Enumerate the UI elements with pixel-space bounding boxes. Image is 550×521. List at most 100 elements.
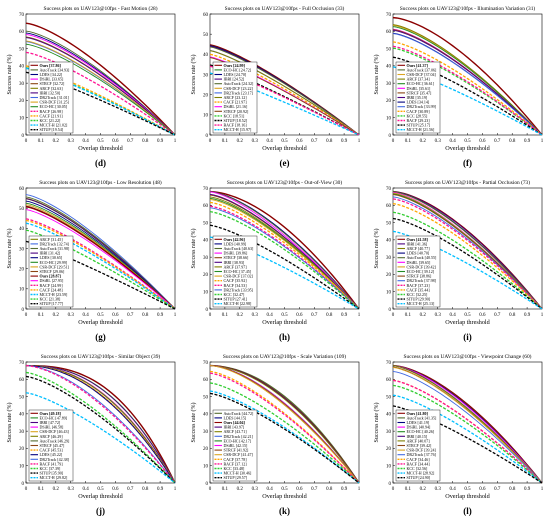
legend-box xyxy=(28,61,74,134)
series-line xyxy=(25,375,176,484)
series-line xyxy=(392,364,543,484)
series-line xyxy=(392,33,543,136)
series-line xyxy=(392,194,543,310)
legend-entry: IBRI [41.36] xyxy=(407,241,428,246)
series-line xyxy=(25,222,176,310)
legend-entry: SITUP [29.90] xyxy=(407,297,431,302)
y-tick-label: 10 xyxy=(203,291,209,296)
x-tick-label: 0.4 xyxy=(82,139,89,144)
y-tick-label: 60 xyxy=(19,378,25,383)
x-tick-label: 0.7 xyxy=(494,487,501,492)
legend-entry: ECO-HC [40.26] xyxy=(407,429,435,434)
series-line xyxy=(209,191,360,310)
legend-entry: Ours [41.80] xyxy=(407,411,429,416)
x-tick-label: 0.5 xyxy=(281,313,288,318)
legend-entry: STRCF [32.72] xyxy=(40,81,66,86)
x-axis-label: Overlap threshold xyxy=(78,145,123,152)
y-tick-label: 0 xyxy=(22,134,25,139)
panel-label: (h) xyxy=(279,332,290,342)
legend-entry: MCCT-H [25.13] xyxy=(407,301,436,306)
legend-entry: AutoTrack [41.35] xyxy=(407,415,438,420)
legend-entry: STRCF [39.42] xyxy=(407,443,433,448)
legend-entry: CSR-DCF [31.25] xyxy=(40,100,70,105)
y-tick-label: 60 xyxy=(386,378,392,383)
legend-entry: KCC [21.22] xyxy=(40,118,62,123)
x-tick-label: 0.8 xyxy=(509,139,516,144)
series-line xyxy=(25,34,176,136)
legend-entry: DSiRL [42.15] xyxy=(224,443,249,448)
legend-entry: ECO-HC [29.99] xyxy=(40,260,68,265)
y-tick-label: 20 xyxy=(19,99,25,104)
x-tick-label: 0.3 xyxy=(435,487,442,492)
chart-title: Success plots on UAV123@10fps - Similar … xyxy=(41,353,161,360)
x-tick-label: 0.4 xyxy=(266,313,273,318)
x-tick-label: 0.8 xyxy=(326,139,333,144)
legend-entry: CSR-DCF [37.04] xyxy=(407,72,437,77)
y-tick-label: 0 xyxy=(206,308,209,313)
legend-entry: IBRI [31.42] xyxy=(40,251,61,256)
y-tick-label: 20 xyxy=(203,273,209,278)
legend-entry: BACF [34.44] xyxy=(407,461,431,466)
panel-label: (e) xyxy=(279,158,290,168)
series-line xyxy=(25,67,176,136)
legend-entry: CSR-DCF [37.02] xyxy=(224,274,254,279)
legend-entry: CSR-DCF [39.24] xyxy=(407,448,437,453)
y-tick-label: 70 xyxy=(19,13,25,18)
x-tick-label: 0.1 xyxy=(38,487,45,492)
legend-entry: ECO-HC [36.61] xyxy=(407,81,435,86)
series-line xyxy=(392,56,543,136)
x-axis-label: Overlap threshold xyxy=(262,319,307,326)
y-tick-label: 40 xyxy=(386,239,392,244)
x-tick-label: 0.7 xyxy=(311,313,318,318)
legend-entry: AutoTrack [46.29] xyxy=(40,438,71,443)
legend-entry: AutoTrack [31.98] xyxy=(40,246,71,251)
legend-entry: MCCT-H [15.97] xyxy=(224,127,253,132)
legend-entry: SITUP [17.77] xyxy=(40,301,64,306)
y-tick-label: 70 xyxy=(386,13,392,18)
series-line xyxy=(25,205,176,310)
series-line xyxy=(392,26,543,136)
x-tick-label: 0.4 xyxy=(82,313,89,318)
legend-entry: Ours [28.87] xyxy=(40,274,62,279)
y-tick-label: 30 xyxy=(386,256,392,261)
x-tick-label: 1 xyxy=(541,313,544,318)
x-tick-label: 0.5 xyxy=(97,139,104,144)
legend-entry: ECO-HC [24.72] xyxy=(224,67,252,72)
legend-entry: Ours [41.37] xyxy=(407,63,429,68)
x-tick-label: 0.6 xyxy=(479,487,486,492)
x-tick-label: 0.4 xyxy=(449,313,456,318)
chart-panel: Success plots on UAV123@10fps - Fast Mot… xyxy=(6,5,177,152)
legend-entry: CSR-DCF [46.43] xyxy=(40,429,70,434)
legend-entry: CACF [24.48] xyxy=(40,287,64,292)
legend-entry: BACF [34.53] xyxy=(224,283,248,288)
legend-entry: STRCF [35.47] xyxy=(407,90,433,95)
y-tick-label: 50 xyxy=(386,47,392,52)
y-axis-label: Success rate (%) xyxy=(6,229,13,269)
legend-entry: BACF [24.99] xyxy=(40,283,64,288)
x-tick-label: 1 xyxy=(358,487,361,492)
legend-entry: ECO-HC [37.45] xyxy=(224,269,252,274)
x-tick-label: 0.8 xyxy=(509,313,516,318)
x-tick-label: 0.1 xyxy=(38,139,45,144)
panel-label: (g) xyxy=(95,332,106,342)
series-line xyxy=(392,203,543,310)
x-tick-label: 0.4 xyxy=(82,487,89,492)
legend-entry: SITUP [29.57] xyxy=(224,475,248,480)
chart-panel: Success plots on UAV123@10fps - Out-of-V… xyxy=(190,179,361,326)
legend-entry: DSiRL [21.16] xyxy=(224,104,249,109)
x-tick-label: 0.1 xyxy=(405,139,412,144)
series-line xyxy=(25,229,176,310)
chart-panel: Success plots on UAV123@10fps - Partial … xyxy=(373,179,544,326)
x-tick-label: 0.7 xyxy=(311,487,318,492)
series-line xyxy=(25,51,176,136)
chart-panel: Success plots on UAV123@10fps - Illumina… xyxy=(373,5,544,152)
y-tick-label: 70 xyxy=(203,187,209,192)
series-line xyxy=(25,392,176,484)
y-tick-label: 10 xyxy=(19,117,25,122)
chart-title: Success plots on UAV123@10fps - Out-of-V… xyxy=(227,179,343,186)
y-tick-label: 40 xyxy=(203,53,209,58)
y-tick-label: 0 xyxy=(206,134,209,139)
y-tick-label: 40 xyxy=(19,65,25,70)
y-tick-label: 60 xyxy=(19,30,25,35)
legend-entry: IBRI [47.72] xyxy=(40,420,61,425)
